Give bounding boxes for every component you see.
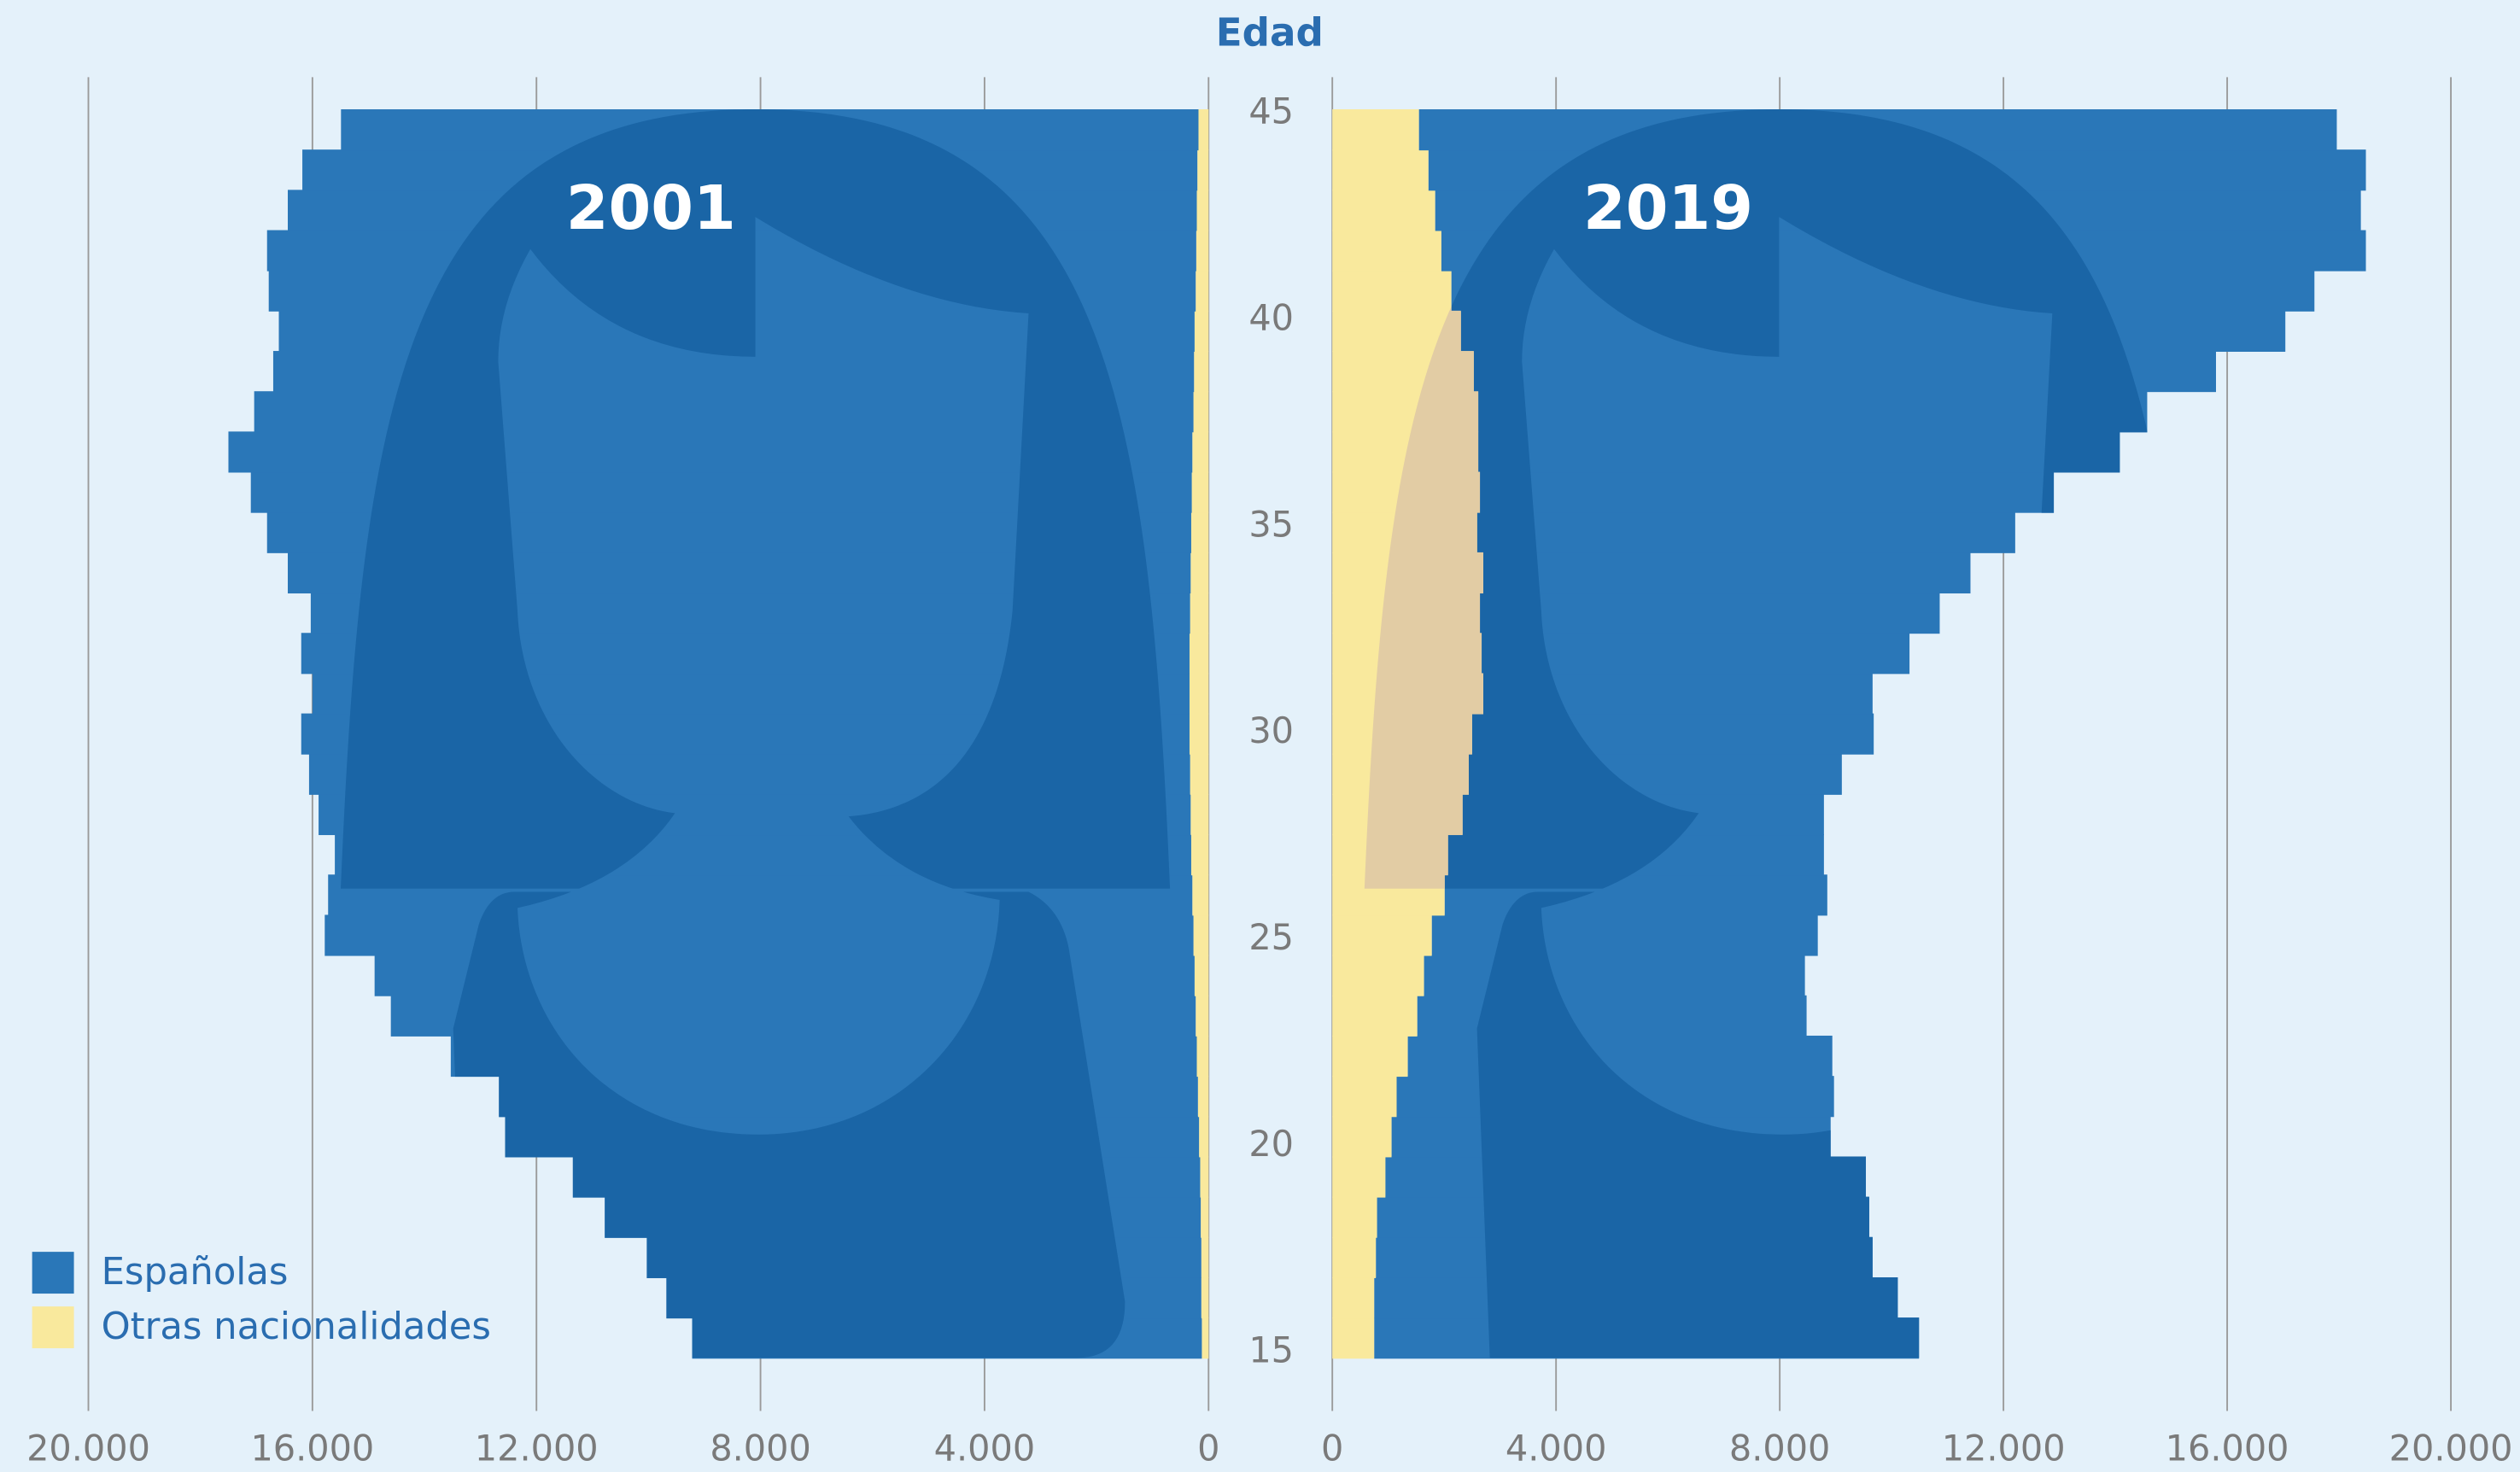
panel-label: 2019 <box>1583 172 1753 243</box>
x-tick-label: 8.000 <box>1729 1428 1831 1469</box>
axis-title: Edad <box>1216 9 1324 55</box>
legend-label: Otras nacionalidades <box>102 1306 491 1348</box>
x-tick-label: 20.000 <box>26 1428 150 1469</box>
y-tick-label: 20 <box>1248 1124 1294 1165</box>
y-tick-label: 30 <box>1248 710 1294 751</box>
x-tick-label: 12.000 <box>475 1428 599 1469</box>
y-tick-label: 35 <box>1248 504 1294 545</box>
x-tick-label: 16.000 <box>250 1428 374 1469</box>
x-tick-label: 0 <box>1321 1428 1343 1469</box>
y-tick-label: 45 <box>1248 91 1294 132</box>
x-tick-label: 20.000 <box>2389 1428 2513 1469</box>
legend-swatch <box>32 1306 74 1348</box>
x-tick-label: 12.000 <box>1942 1428 2066 1469</box>
y-tick-label: 15 <box>1248 1330 1294 1371</box>
y-tick-label: 25 <box>1248 917 1294 958</box>
panel-label: 2001 <box>566 172 736 243</box>
legend-swatch <box>32 1252 74 1294</box>
chart: Edad 15 20 25 30 35 40 45 20.000 16.000 12.000 8.0… <box>0 0 2520 1472</box>
x-tick-label: 8.000 <box>710 1428 811 1469</box>
x-tick-label: 16.000 <box>2166 1428 2289 1469</box>
x-tick-label: 4.000 <box>1506 1428 1607 1469</box>
legend-label: Españolas <box>102 1251 289 1294</box>
y-tick-label: 40 <box>1248 297 1294 338</box>
x-tick-label: 4.000 <box>934 1428 1036 1469</box>
x-tick-label: 0 <box>1197 1428 1219 1469</box>
